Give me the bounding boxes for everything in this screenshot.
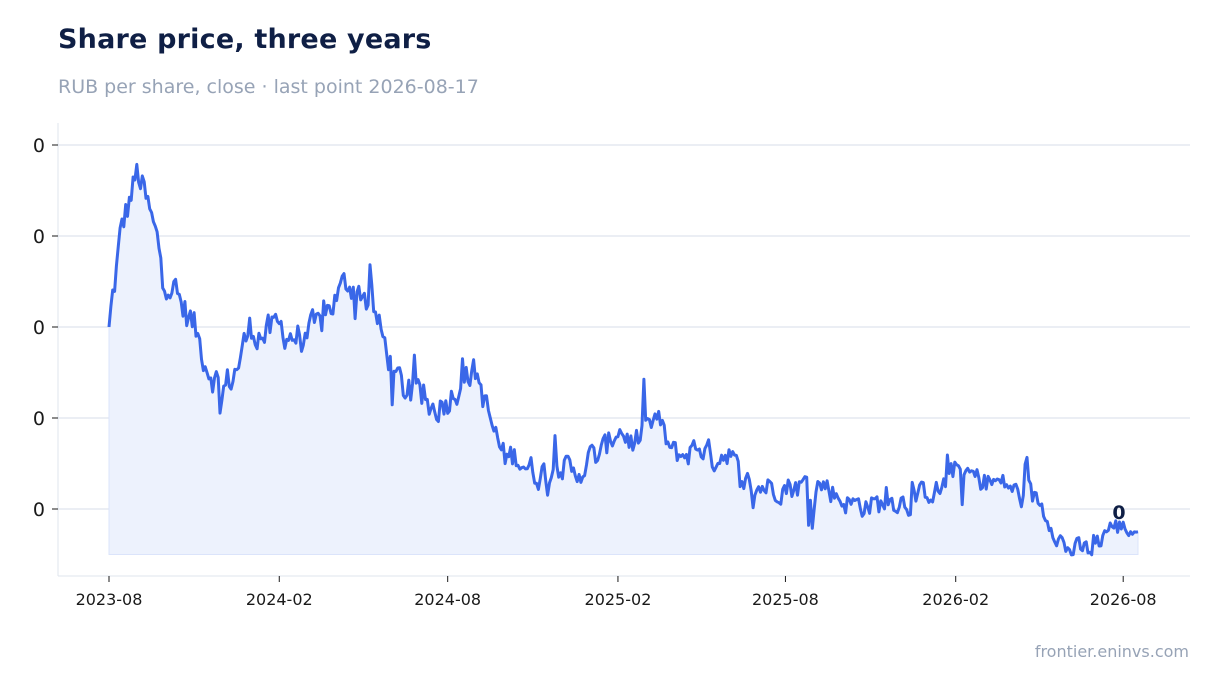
chart-subtitle: RUB per share, close · last point 2026-0… [58,76,479,98]
y-tick-label: 0 [33,499,45,521]
chart-title: Share price, three years [58,24,432,55]
x-tick-label: 2026-02 [922,590,989,609]
x-tick-label: 2024-02 [246,590,313,609]
x-tick-label: 2026-08 [1090,590,1157,609]
x-tick-label: 2025-02 [585,590,652,609]
y-tick-label: 0 [33,226,45,248]
source-credit: frontier.eninvs.com [1034,642,1189,661]
price-line [107,162,1139,557]
y-tick-label: 0 [33,408,45,430]
last-value-label: 0 [1112,502,1125,524]
price-area-fill [108,164,1139,557]
y-tick-label: 0 [33,135,45,157]
x-tick-label: 2024-08 [414,590,481,609]
axes [57,123,1190,577]
x-tick-label: 2025-08 [752,590,819,609]
x-tick-labels: 2023-08 2024-02 2024-08 2025-02 2025-08 2026-… [76,576,1157,609]
y-tick-label: 0 [33,317,45,339]
y-tick-labels: 0 0 0 0 0 [33,135,58,521]
x-tick-label: 2023-08 [76,590,143,609]
